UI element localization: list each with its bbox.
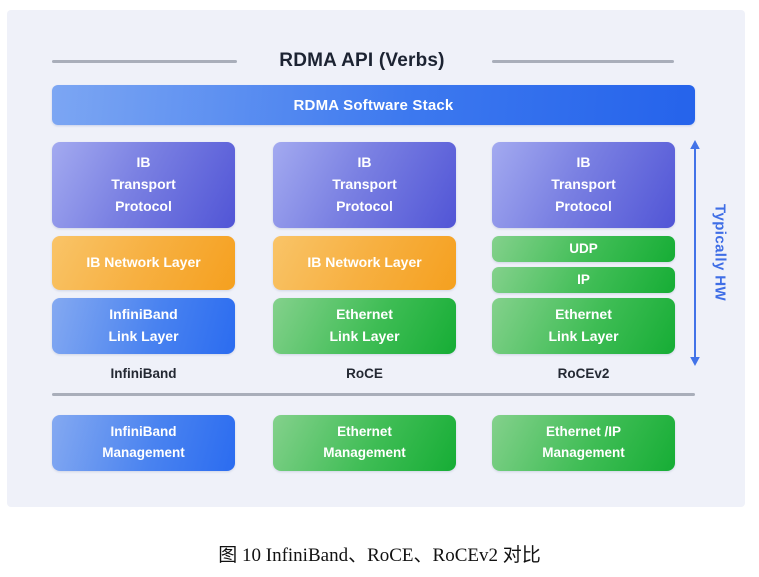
- layer-box-ib-transport: IB Transport Protocol: [52, 142, 235, 228]
- layer-box-ib-network: IB Network Layer: [52, 236, 235, 290]
- layer-box-ip: IP: [492, 267, 675, 293]
- management-box-infiniband: InfiniBand Management: [52, 415, 235, 471]
- diagram-panel: RDMA API (Verbs) RDMA Software Stack IB …: [7, 10, 745, 507]
- column-label-infiniband: InfiniBand: [110, 366, 177, 381]
- layer-box-ethernet-link: Ethernet Link Layer: [492, 298, 675, 354]
- title-rule-left: [52, 60, 237, 63]
- rdma-software-stack-bar: RDMA Software Stack: [52, 85, 695, 125]
- management-divider-rule: [52, 393, 695, 396]
- column-infiniband: IB Transport Protocol IB Network Layer I…: [52, 142, 235, 482]
- column-roce: IB Transport Protocol IB Network Layer E…: [273, 142, 456, 482]
- layer-box-udp: UDP: [492, 236, 675, 262]
- management-box-ethernet: Ethernet Management: [273, 415, 456, 471]
- column-rocev2: IB Transport Protocol UDP IP Ethernet Li…: [492, 142, 675, 482]
- layer-box-ib-network: IB Network Layer: [273, 236, 456, 290]
- rdma-software-stack-label: RDMA Software Stack: [293, 96, 454, 114]
- layer-box-ethernet-link: Ethernet Link Layer: [273, 298, 456, 354]
- title-rule-right: [492, 60, 674, 63]
- column-label-roce: RoCE: [346, 366, 383, 381]
- typically-hw-label: Typically HW: [711, 204, 729, 302]
- layer-box-ib-transport: IB Transport Protocol: [273, 142, 456, 228]
- layer-box-ib-transport: IB Transport Protocol: [492, 142, 675, 228]
- rdma-api-title: RDMA API (Verbs): [279, 50, 445, 71]
- figure-caption: 图 10 InfiniBand、RoCE、RoCEv2 对比: [218, 545, 541, 566]
- vertical-double-arrow-icon: [690, 140, 700, 366]
- management-box-ethernet-ip: Ethernet /IP Management: [492, 415, 675, 471]
- column-label-rocev2: RoCEv2: [557, 366, 610, 381]
- layer-box-infiniband-link: InfiniBand Link Layer: [52, 298, 235, 354]
